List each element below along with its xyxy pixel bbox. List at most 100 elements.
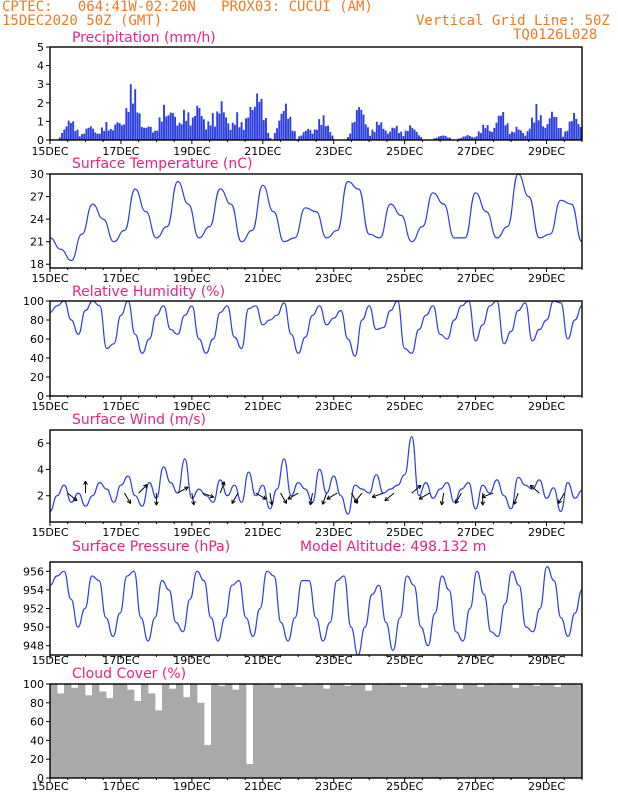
- precip-bar: [375, 121, 378, 140]
- precip-bar: [174, 116, 177, 140]
- precip-bar: [493, 127, 496, 140]
- cloud-cover-bar: [225, 684, 233, 778]
- precip-bar: [382, 128, 385, 140]
- x-tick-label: 29DEC: [528, 145, 565, 158]
- precip-bar: [160, 121, 163, 140]
- wind-arrow: [326, 492, 338, 500]
- cloud-cover-bar: [372, 684, 380, 778]
- precip-bar: [360, 109, 363, 140]
- precip-bar: [515, 126, 518, 140]
- precip-bar: [488, 131, 491, 140]
- precip-bar: [61, 132, 63, 140]
- x-tick-label: 25DEC: [386, 654, 423, 667]
- precip-bar: [189, 125, 192, 140]
- cloud-cover-bar: [505, 684, 513, 778]
- precip-bar: [504, 125, 507, 140]
- precip-bar: [329, 132, 332, 140]
- y-tick-label: 2: [37, 97, 44, 110]
- cloud-cover-bar: [148, 693, 156, 778]
- precip-bar: [539, 115, 542, 140]
- y-tick-label: 30: [30, 168, 44, 181]
- precip-bar: [575, 118, 578, 140]
- y-tick-label: 954: [23, 584, 44, 597]
- wind-arrow: [231, 492, 239, 504]
- precip-bar: [114, 124, 117, 140]
- model-altitude-label: Model Altitude: 498.132 m: [300, 539, 486, 555]
- precip-bar: [522, 133, 525, 140]
- cloud-cover-bar: [141, 684, 149, 778]
- precip-bar: [185, 120, 188, 140]
- cloud-cover-bar: [491, 684, 499, 778]
- precip-bar: [242, 129, 245, 140]
- precip-bar: [546, 124, 549, 140]
- precip-bar: [109, 129, 112, 140]
- precip-bar: [151, 132, 154, 140]
- x-tick-label: 15DEC: [31, 400, 68, 413]
- precip-bar: [276, 128, 279, 140]
- cloud-cover-bar: [162, 684, 170, 778]
- x-tick-label: 25DEC: [386, 526, 423, 539]
- y-tick-label: 24: [30, 213, 44, 226]
- precip-bar: [577, 124, 580, 140]
- cloud-cover-bar: [337, 684, 345, 778]
- cloud-cover-bar: [526, 684, 534, 778]
- precip-bar: [251, 109, 254, 140]
- precip-bar: [225, 117, 228, 140]
- precip-bar: [347, 137, 349, 140]
- cloud-cover-bar: [428, 684, 436, 778]
- precip-bar: [262, 120, 265, 140]
- wind-arrow: [67, 492, 78, 502]
- precip-bar: [446, 137, 449, 140]
- precip-bar: [118, 123, 121, 140]
- x-tick-label: 27DEC: [457, 654, 494, 667]
- wind-arrow: [280, 492, 288, 504]
- precip-bar: [380, 122, 383, 140]
- precip-bar: [444, 135, 447, 140]
- panel-1: Precipitation (mm/h) 0 1 2 3 4 5 15DEC 17DEC 19DE…: [31, 30, 583, 158]
- cloud-cover-bar: [120, 684, 128, 778]
- precip-bar: [300, 135, 303, 140]
- header-line1: CPTEC: 064:41W-02:20N PROX03: CUCUI (AM): [2, 0, 373, 15]
- precip-bar: [280, 113, 283, 140]
- precip-bar: [313, 129, 316, 140]
- precip-bar: [502, 112, 505, 140]
- precip-bar: [415, 131, 418, 140]
- cloud-cover-bar: [267, 684, 275, 778]
- precip-bar: [324, 126, 327, 140]
- y-tick-label: 5: [37, 41, 44, 54]
- precip-bar: [384, 130, 387, 140]
- panel-2: Surface Temperature (nC) 18 21 24 27 30 15DEC 1…: [30, 156, 583, 285]
- x-tick-label: 21DEC: [244, 654, 281, 667]
- precip-bar: [391, 127, 394, 140]
- cloud-cover-bar: [540, 684, 548, 778]
- cloud-cover-bar: [561, 684, 569, 778]
- cloud-cover-bar: [533, 685, 541, 778]
- precip-bar: [58, 137, 61, 140]
- precip-bar: [209, 125, 212, 140]
- precip-bar: [140, 127, 143, 140]
- precip-bar: [143, 127, 146, 140]
- series-line: [49, 173, 583, 262]
- y-tick-label: 100: [23, 678, 44, 691]
- x-tick-label: 23DEC: [315, 780, 352, 793]
- precip-bar: [227, 123, 230, 140]
- cloud-cover-bar: [176, 684, 184, 778]
- x-tick-label: 19DEC: [173, 272, 210, 285]
- precip-bar: [163, 104, 165, 140]
- precip-bar: [435, 137, 438, 140]
- precip-bar: [497, 115, 500, 140]
- series-line: [49, 300, 583, 357]
- wind-arrow: [557, 492, 565, 504]
- vertical-grid-label: Vertical Grid Line: 50Z: [416, 13, 610, 29]
- precip-bar: [240, 122, 243, 140]
- x-tick-label: 29DEC: [528, 526, 565, 539]
- panel-5: Surface Pressure (hPa) Model Altitude: 49…: [23, 539, 583, 667]
- x-tick-label: 25DEC: [386, 780, 423, 793]
- wind-arrow: [418, 492, 430, 500]
- precip-bar: [395, 125, 398, 140]
- wind-arrow: [529, 484, 540, 494]
- precip-bar: [369, 135, 372, 140]
- precip-bar: [406, 130, 409, 140]
- precip-bar: [420, 137, 423, 140]
- cloud-cover-bar: [554, 686, 562, 778]
